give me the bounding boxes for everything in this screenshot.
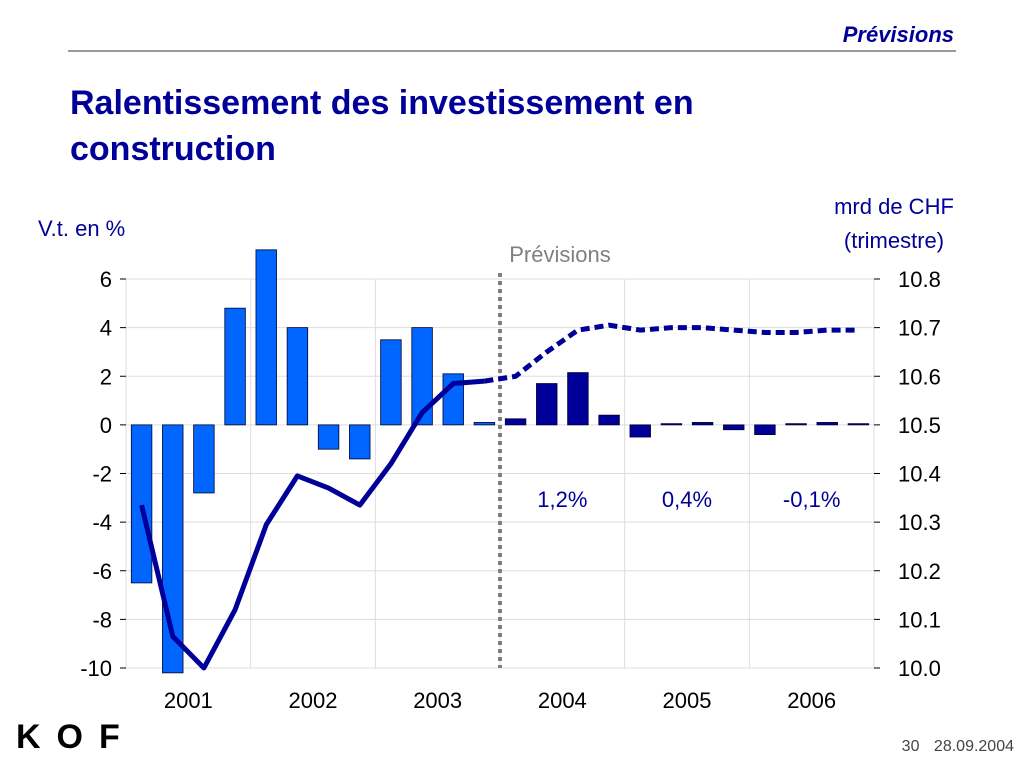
- right-tick-label: 10.4: [898, 462, 941, 487]
- kof-logo: KOF: [16, 718, 136, 756]
- left-tick-label: -4: [92, 510, 112, 535]
- left-tick-label: -2: [92, 462, 112, 487]
- bar: [754, 424, 776, 436]
- left-tick-label: -10: [80, 656, 112, 681]
- left-tick-label: 6: [100, 267, 112, 292]
- bar: [349, 424, 371, 460]
- bar: [224, 307, 246, 426]
- year-label: 2002: [289, 688, 338, 713]
- history-line: [139, 378, 485, 671]
- bar: [723, 424, 745, 431]
- bar: [317, 424, 340, 450]
- page-title: Ralentissement des investissement en con…: [70, 84, 694, 168]
- left-tick-label: 0: [100, 413, 112, 438]
- bar: [255, 249, 277, 426]
- bar: [691, 422, 714, 426]
- right-tick-label: 10.8: [898, 267, 941, 292]
- footer: 30 28.09.2004: [892, 738, 1014, 756]
- page-number: 30: [901, 738, 920, 755]
- left-axis-label: V.t. en %: [38, 216, 125, 241]
- bar: [816, 422, 838, 426]
- bar: [847, 423, 870, 426]
- right-tick-label: 10.2: [898, 559, 941, 584]
- right-axis-label: mrd de CHF: [834, 194, 954, 219]
- left-tick-label: 2: [100, 364, 112, 389]
- year-label: 2004: [538, 688, 587, 713]
- bar: [504, 418, 527, 426]
- bar: [629, 424, 651, 438]
- footer-date: 28.09.2004: [933, 738, 1014, 755]
- line-layer: [139, 322, 859, 671]
- bar: [130, 424, 153, 584]
- section-label: Prévisions: [842, 22, 954, 47]
- bar: [567, 372, 589, 426]
- text-layer: 6 4 2 0 -2 -4 -6 -8 -10 10.8 10.7 10.6 10.5 10.4 10.3 1…: [38, 194, 954, 713]
- bar: [660, 423, 683, 426]
- header-rule: [68, 50, 956, 52]
- annotation-label: 1,2%: [537, 487, 587, 512]
- grid-layer: [125, 278, 875, 669]
- bar: [411, 327, 433, 426]
- year-label: 2001: [164, 688, 213, 713]
- right-tick-label: 10.0: [898, 656, 941, 681]
- right-tick-label: 10.5: [898, 413, 941, 438]
- right-tick-label: 10.3: [898, 510, 941, 535]
- bar: [536, 383, 558, 426]
- forecast-line: [484, 322, 859, 384]
- left-tick-label: 4: [100, 316, 112, 341]
- year-label: 2003: [413, 688, 462, 713]
- right-tick-label: 10.7: [898, 316, 941, 341]
- bar: [598, 414, 620, 426]
- annotation-label: -0,1%: [783, 487, 840, 512]
- right-tick-label: 10.1: [898, 607, 941, 632]
- bar: [286, 327, 309, 426]
- annotation-label: 0,4%: [662, 487, 712, 512]
- bar: [193, 424, 215, 494]
- left-tick-label: -6: [92, 559, 112, 584]
- axis-layer: [120, 278, 880, 669]
- forecast-label: Prévisions: [509, 242, 610, 267]
- bar: [785, 423, 807, 426]
- bar: [473, 422, 496, 426]
- left-tick-label: -8: [92, 607, 112, 632]
- year-label: 2005: [663, 688, 712, 713]
- right-axis-label: (trimestre): [844, 228, 944, 253]
- bar: [380, 339, 402, 426]
- right-tick-label: 10.6: [898, 364, 941, 389]
- year-label: 2006: [787, 688, 836, 713]
